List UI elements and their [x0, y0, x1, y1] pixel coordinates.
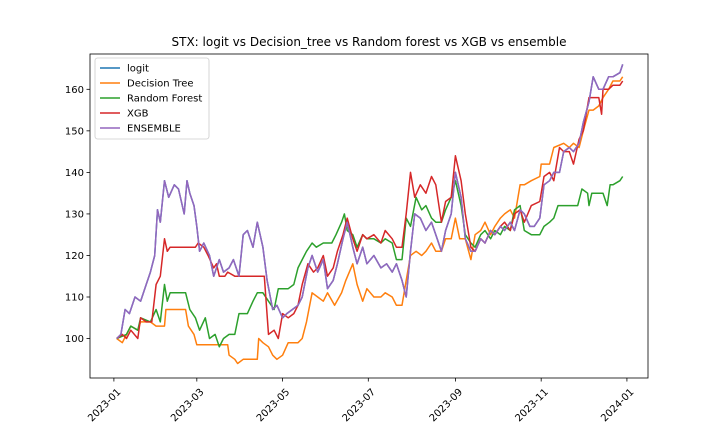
legend-label: ENSEMBLE [127, 124, 181, 135]
chart-title: STX: logit vs Decision_tree vs Random fo… [172, 35, 567, 49]
legend-box [94, 57, 210, 140]
legend: logit Decision Tree Random Forest XGB ENSEMB… [94, 57, 210, 140]
y-tick-label: 160 [65, 85, 84, 96]
y-tick-label: 130 [65, 209, 84, 220]
series-line-random-forest [116, 176, 624, 348]
y-tick-label: 150 [65, 126, 84, 137]
y-tick-label: 120 [65, 251, 84, 262]
legend-label: Decision Tree [127, 79, 194, 90]
y-axis: 100 110 120 130 140 150 160 [65, 85, 90, 345]
legend-label: Random Forest [127, 94, 202, 105]
y-tick-label: 140 [65, 168, 84, 179]
series-layer [116, 64, 624, 365]
plot-frame [89, 53, 649, 379]
legend-label: logit [127, 64, 149, 75]
series-line-xgb [116, 80, 624, 340]
series-line-ensemble [116, 64, 624, 340]
legend-label: XGB [127, 109, 149, 120]
y-tick-label: 100 [65, 334, 84, 345]
y-tick-label: 110 [65, 293, 84, 304]
